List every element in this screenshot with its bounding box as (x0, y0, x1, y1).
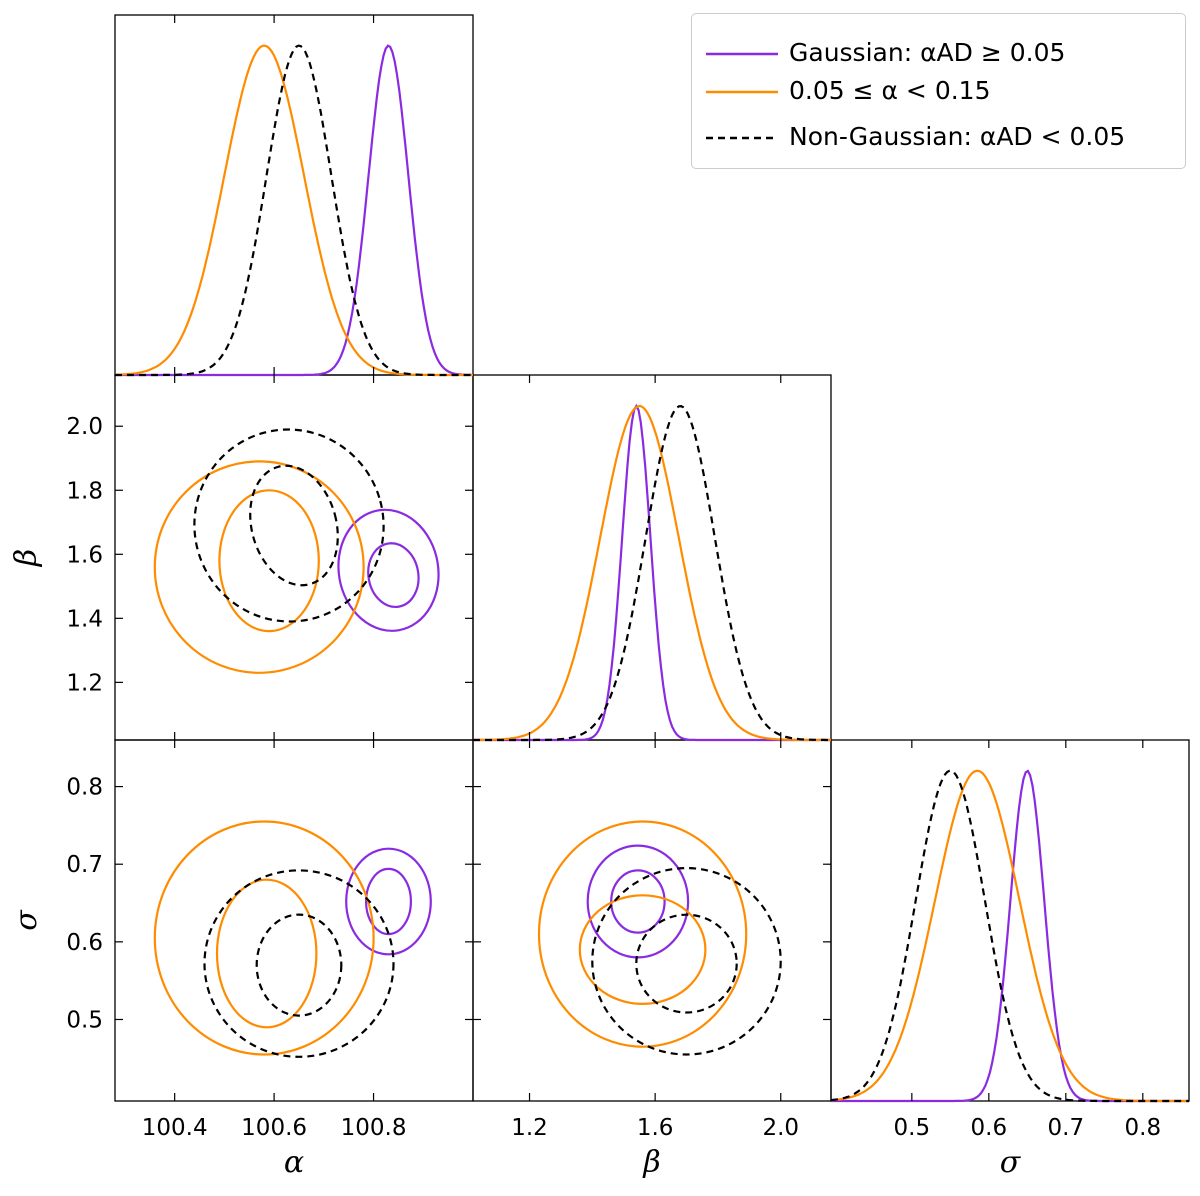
contour-alpha_beta-gaussian-outer (337, 508, 440, 632)
beta-sigma-x-tick-label: 1.2 (511, 1115, 548, 1141)
y-axis-label-beta: β (9, 549, 44, 567)
panel-sigma-hist (830, 739, 1190, 1102)
y-axis-label-sigma: σ (9, 909, 44, 931)
hist-sigma-nongaussian (830, 769, 1189, 1103)
sigma-hist-x-tick-label: 0.6 (971, 1115, 1008, 1141)
beta-sigma-x-tick-label: 2.0 (762, 1115, 799, 1141)
contour-beta_sigma-gaussian-inner (610, 869, 666, 934)
contour-alpha_beta-mid-inner (218, 489, 320, 633)
beta-sigma-x-tick-label: 1.6 (637, 1115, 674, 1141)
contour-alpha_sigma-nongaussian-inner (255, 913, 343, 1017)
alpha-sigma-x-tick-label: 100.4 (142, 1115, 208, 1141)
contour-alpha_sigma-mid-inner (215, 878, 318, 1029)
sigma-hist-x-tick-label: 0.8 (1125, 1115, 1162, 1141)
legend: Gaussian: αAD ≥ 0.05 0.05 ≤ α < 0.15 Non… (691, 13, 1186, 169)
contour-alpha_sigma-mid-outer (153, 820, 375, 1056)
hist-alpha-mid (114, 44, 473, 377)
sigma-hist-x-tick-label: 0.5 (894, 1115, 931, 1141)
legend-swatch-mid (706, 90, 778, 94)
legend-entry-nongaussian: Non-Gaussian: αAD < 0.05 (692, 118, 1185, 158)
x-axis-label-alpha: α (284, 1145, 304, 1180)
contour-alpha_beta-gaussian-inner (367, 542, 420, 609)
alpha-sigma-y-tick-label: 0.6 (66, 930, 103, 956)
sigma-hist-x-tick-label: 0.7 (1048, 1115, 1085, 1141)
alpha-beta-y-tick-label: 2.0 (66, 414, 103, 440)
alpha-beta-y-tick-label: 1.8 (66, 478, 103, 504)
alpha-sigma-y-tick-label: 0.8 (66, 775, 103, 801)
hist-beta-mid (472, 404, 831, 742)
contour-alpha_beta-nongaussian-outer (193, 428, 385, 623)
hist-alpha-gaussian (115, 44, 474, 377)
legend-entry-gaussian: Gaussian: αAD ≥ 0.05 (692, 34, 1185, 74)
contour-alpha_beta-mid-outer (153, 460, 365, 674)
x-axis-label-sigma: σ (1000, 1145, 1022, 1180)
hist-sigma-gaussian (831, 769, 1189, 1103)
contour-beta_sigma-gaussian-outer (586, 844, 690, 959)
legend-swatch-gaussian (706, 52, 778, 56)
panel-alpha-hist (114, 14, 474, 376)
alpha-sigma-y-tick-label: 0.7 (66, 852, 103, 878)
legend-swatch-nongaussian (706, 136, 778, 140)
contour-beta_sigma-nongaussian-inner (635, 913, 738, 1014)
x-axis-label-beta: β (642, 1145, 660, 1180)
alpha-sigma-x-tick-label: 100.6 (241, 1115, 307, 1141)
hist-beta-gaussian (473, 403, 831, 742)
legend-label-nongaussian: Non-Gaussian: αAD < 0.05 (789, 122, 1126, 151)
contour-beta_sigma-mid-outer (537, 820, 748, 1048)
alpha-beta-y-tick-label: 1.6 (66, 542, 103, 568)
hist-alpha-nongaussian (115, 44, 473, 377)
panel-alpha-beta (114, 374, 474, 741)
contour-alpha_sigma-nongaussian-outer (203, 869, 395, 1058)
contour-alpha_sigma-gaussian-outer (345, 847, 432, 956)
legend-entry-mid: 0.05 ≤ α < 0.15 (692, 72, 1185, 112)
contour-beta_sigma-mid-inner (578, 894, 707, 1005)
panel-alpha-sigma (114, 739, 474, 1102)
contour-beta_sigma-nongaussian-outer (591, 866, 782, 1056)
legend-label-mid: 0.05 ≤ α < 0.15 (789, 76, 991, 105)
alpha-beta-y-tick-label: 1.2 (66, 670, 103, 696)
contour-alpha_beta-nongaussian-inner (249, 464, 339, 587)
alpha-beta-y-tick-label: 1.4 (66, 606, 103, 632)
alpha-sigma-x-tick-label: 100.8 (341, 1115, 407, 1141)
legend-label-gaussian: Gaussian: αAD ≥ 0.05 (789, 38, 1066, 67)
hist-sigma-mid (830, 769, 1189, 1103)
alpha-sigma-y-tick-label: 0.5 (66, 1007, 103, 1033)
